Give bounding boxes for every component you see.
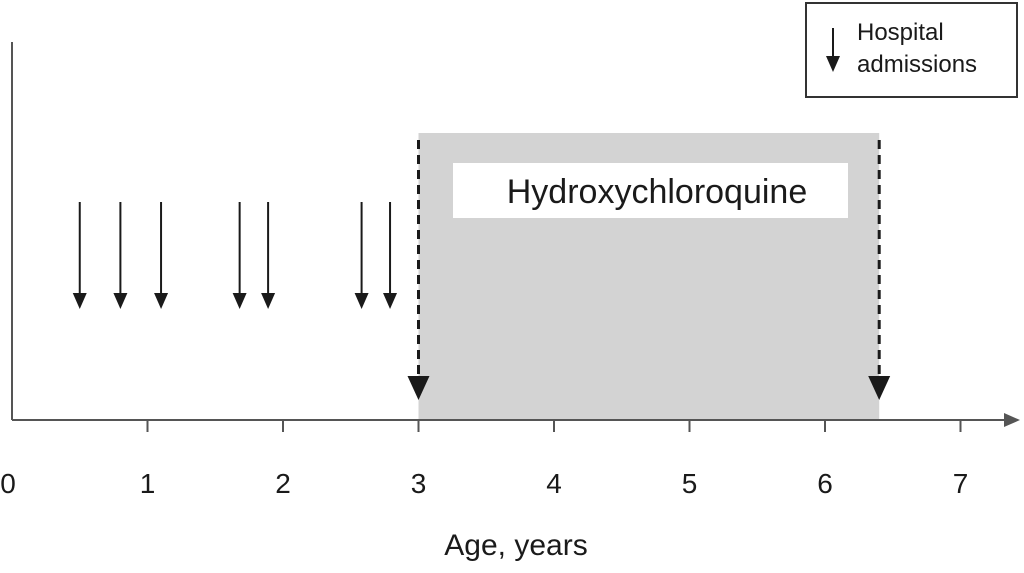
event-head <box>261 293 276 309</box>
x-tick-label: 6 <box>817 468 833 499</box>
event-head <box>354 293 369 309</box>
legend-arrow <box>826 28 840 72</box>
event-head <box>154 293 169 309</box>
event-arrow <box>383 202 398 309</box>
x-tick-label: 4 <box>546 468 562 499</box>
event-arrow <box>261 202 276 309</box>
x-axis-label: Age, years <box>444 529 587 562</box>
event-head <box>383 293 398 309</box>
event-head <box>232 293 247 309</box>
x-tick-label: 2 <box>275 468 291 499</box>
x-axis-arrow <box>1004 413 1020 427</box>
legend-label: Hospital admissions <box>857 19 978 78</box>
period-label: Hydroxychloroquine <box>507 173 808 211</box>
x-tick-label: 3 <box>411 468 427 499</box>
event-arrow <box>113 202 128 309</box>
period-edge-arrow <box>868 376 891 400</box>
x-tick-label: 7 <box>953 468 969 499</box>
x-tick-label: 5 <box>682 468 698 499</box>
period-edge-arrow <box>407 376 430 400</box>
x-tick-label: 0 <box>0 468 16 499</box>
period-label-box <box>453 163 848 218</box>
x-tick-label: 1 <box>140 468 156 499</box>
event-head <box>113 293 128 309</box>
event-head <box>72 293 87 309</box>
event-arrow <box>154 202 169 309</box>
event-arrow <box>354 202 369 309</box>
event-arrow <box>232 202 247 309</box>
legend-box <box>805 2 1018 98</box>
event-arrow <box>72 202 87 309</box>
